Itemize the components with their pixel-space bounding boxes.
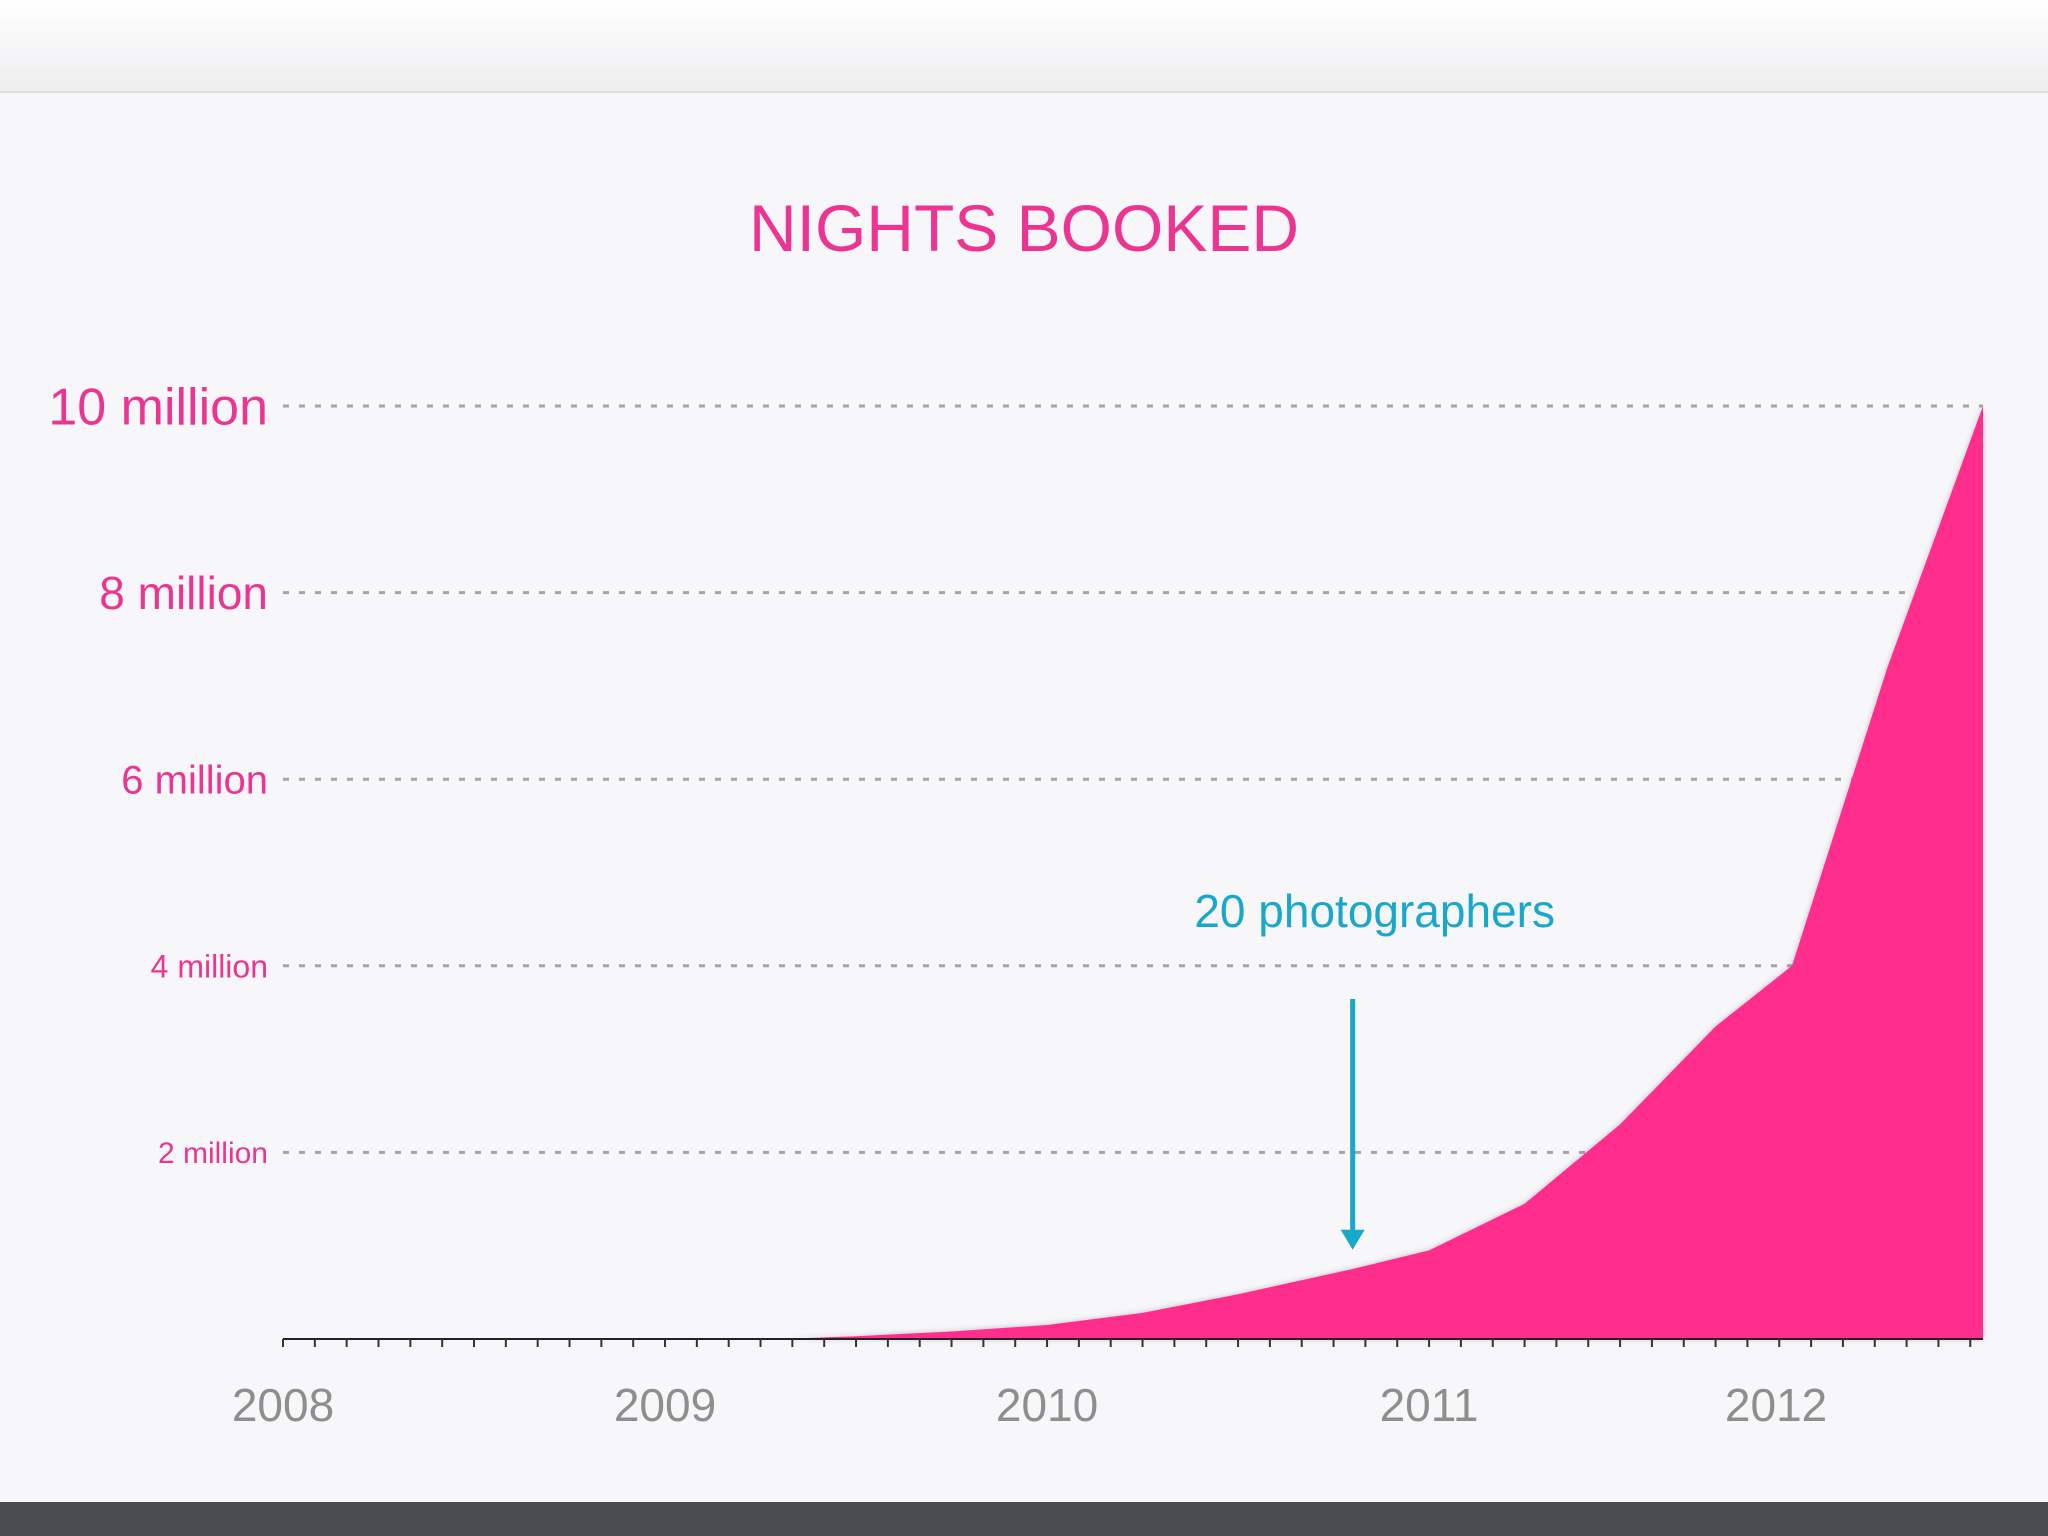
y-tick-label: 4 million — [151, 948, 268, 984]
x-tick-label: 2008 — [232, 1379, 334, 1431]
x-tick-labels: 2008 2009 2010 2011 2012 — [232, 1379, 1827, 1431]
y-tick-label: 6 million — [121, 759, 268, 803]
nights-booked-chart: NIGHTS BOOKED 2 million 4 million 6 millio… — [48, 191, 1983, 1431]
slide: NIGHTS BOOKED 2 million 4 million 6 millio… — [0, 93, 2048, 1502]
area-fill — [283, 406, 1983, 1339]
annotation-arrow-head — [1340, 1229, 1365, 1250]
top-bar — [0, 0, 2048, 93]
y-tick-label: 2 million — [158, 1137, 268, 1170]
bottom-bar — [0, 1502, 2048, 1536]
chart-title: NIGHTS BOOKED — [749, 191, 1299, 265]
annotations: 20 photographers — [1194, 885, 1555, 1250]
x-tick-label: 2010 — [996, 1379, 1098, 1431]
area-series — [283, 406, 1983, 1339]
x-tick-label: 2011 — [1380, 1379, 1479, 1431]
y-tick-label: 8 million — [99, 567, 268, 619]
grid-lines — [283, 404, 1983, 1154]
y-tick-label: 10 million — [48, 379, 268, 437]
x-axis — [282, 1338, 1983, 1347]
x-tick-label: 2009 — [614, 1379, 716, 1431]
annotation-label: 20 photographers — [1194, 885, 1555, 937]
x-tick-label: 2012 — [1725, 1379, 1827, 1431]
y-tick-labels: 2 million 4 million 6 million 8 million 10 m… — [48, 379, 268, 1170]
